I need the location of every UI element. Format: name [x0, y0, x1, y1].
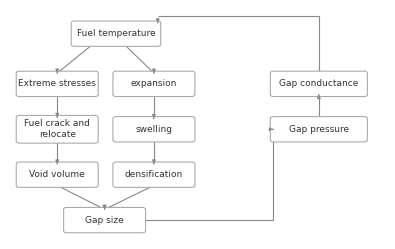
- Text: expansion: expansion: [131, 79, 177, 88]
- Text: Fuel temperature: Fuel temperature: [77, 29, 155, 38]
- FancyBboxPatch shape: [270, 117, 367, 142]
- FancyBboxPatch shape: [113, 162, 195, 187]
- Text: Fuel crack and
relocate: Fuel crack and relocate: [24, 119, 90, 139]
- FancyBboxPatch shape: [16, 71, 98, 97]
- FancyBboxPatch shape: [113, 71, 195, 97]
- Text: Void volume: Void volume: [29, 170, 85, 179]
- FancyBboxPatch shape: [270, 71, 367, 97]
- FancyBboxPatch shape: [16, 116, 98, 143]
- Text: Extreme stresses: Extreme stresses: [18, 79, 96, 88]
- Text: Gap pressure: Gap pressure: [289, 125, 349, 134]
- FancyBboxPatch shape: [16, 162, 98, 187]
- FancyBboxPatch shape: [113, 117, 195, 142]
- Text: Gap conductance: Gap conductance: [279, 79, 359, 88]
- Text: densification: densification: [125, 170, 183, 179]
- FancyBboxPatch shape: [64, 207, 145, 233]
- FancyBboxPatch shape: [71, 21, 161, 46]
- Text: swelling: swelling: [135, 125, 172, 134]
- Text: Gap size: Gap size: [85, 216, 124, 225]
